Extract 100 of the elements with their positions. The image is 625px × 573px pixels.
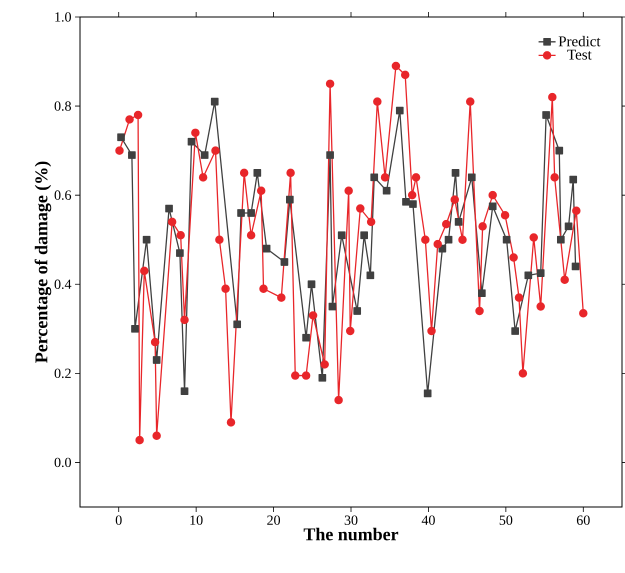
point xyxy=(152,431,161,440)
point xyxy=(502,236,510,244)
point xyxy=(346,326,354,336)
point xyxy=(509,253,518,262)
point xyxy=(286,196,294,204)
point xyxy=(529,233,538,242)
point xyxy=(117,133,125,142)
point xyxy=(176,249,184,257)
point xyxy=(134,110,142,120)
point xyxy=(237,209,245,217)
point xyxy=(198,173,208,182)
point xyxy=(433,240,442,248)
y-tick-label: 0.0 xyxy=(54,458,71,468)
point xyxy=(548,92,557,102)
point xyxy=(165,204,173,212)
y-tick-label: 0.8 xyxy=(54,101,71,111)
x-axis-title: The number xyxy=(304,528,398,540)
point xyxy=(215,235,224,244)
point xyxy=(442,220,450,228)
point xyxy=(366,272,374,280)
point xyxy=(302,334,310,342)
point xyxy=(421,235,430,244)
point xyxy=(277,293,286,302)
legend-label: Test xyxy=(567,50,592,60)
point xyxy=(514,293,524,302)
point xyxy=(356,204,365,213)
point xyxy=(444,236,452,244)
point xyxy=(240,168,248,178)
point xyxy=(135,436,144,444)
point xyxy=(246,231,256,240)
point xyxy=(524,272,532,280)
x-tick-label: 10 xyxy=(190,515,203,525)
point xyxy=(131,324,139,333)
point xyxy=(140,266,149,276)
point xyxy=(253,169,262,177)
point xyxy=(400,70,410,80)
point xyxy=(366,218,376,226)
y-axis-title: Percentage of damage (%) xyxy=(34,162,52,363)
point xyxy=(210,98,219,106)
point xyxy=(180,387,188,396)
point xyxy=(262,244,270,252)
point xyxy=(221,284,230,293)
point xyxy=(466,97,474,106)
point xyxy=(536,269,545,277)
point xyxy=(560,276,569,284)
point xyxy=(569,176,578,184)
point xyxy=(475,306,484,316)
point xyxy=(412,173,420,182)
point xyxy=(458,235,467,244)
point xyxy=(542,111,550,119)
point xyxy=(396,106,404,114)
point xyxy=(536,302,545,311)
point xyxy=(550,173,559,182)
point xyxy=(180,316,189,324)
point xyxy=(256,186,266,195)
point xyxy=(176,231,185,240)
point xyxy=(308,311,318,320)
point xyxy=(328,302,336,310)
point xyxy=(488,190,497,200)
point xyxy=(302,371,310,380)
point xyxy=(188,138,196,146)
point xyxy=(338,231,346,240)
point xyxy=(572,262,580,270)
point xyxy=(286,168,295,178)
point xyxy=(168,218,176,226)
point xyxy=(409,200,417,208)
point xyxy=(125,115,134,124)
point xyxy=(408,190,416,200)
y-tick-label: 0.2 xyxy=(54,368,71,378)
point xyxy=(211,146,220,155)
point xyxy=(320,360,329,369)
point xyxy=(152,356,160,364)
point xyxy=(259,284,268,293)
point xyxy=(452,169,460,177)
point xyxy=(233,320,242,328)
point xyxy=(360,231,368,240)
point xyxy=(556,236,565,244)
point xyxy=(518,369,528,378)
point xyxy=(402,198,410,206)
y-tick-label: 0.4 xyxy=(54,280,72,289)
point xyxy=(318,374,326,382)
point xyxy=(478,289,486,298)
point xyxy=(115,146,124,155)
y-tick-label: 1.0 xyxy=(55,12,71,22)
point xyxy=(380,173,390,182)
point xyxy=(344,186,353,195)
point xyxy=(280,258,288,266)
x-tick-label: 60 xyxy=(576,515,590,525)
point xyxy=(488,202,497,210)
point xyxy=(373,97,382,106)
point xyxy=(150,338,160,346)
point xyxy=(191,128,200,138)
point xyxy=(572,206,581,215)
point xyxy=(308,280,316,288)
x-tick-label: 20 xyxy=(267,515,280,525)
point xyxy=(468,174,476,182)
point xyxy=(579,308,588,318)
x-tick-label: 0 xyxy=(116,515,122,525)
point xyxy=(564,222,572,230)
point xyxy=(128,151,136,159)
